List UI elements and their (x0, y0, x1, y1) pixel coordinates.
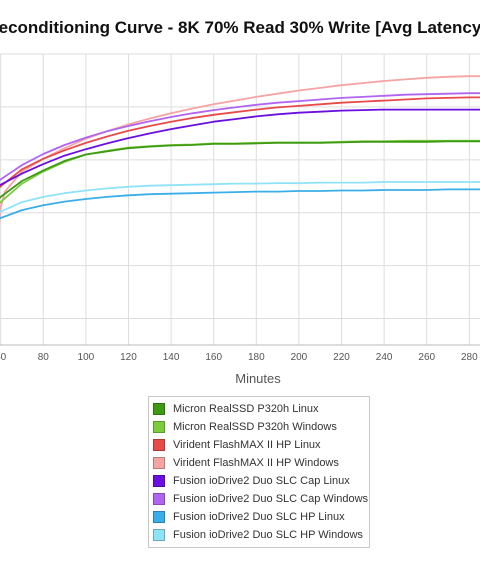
legend-swatch (153, 511, 165, 523)
legend-label: Fusion ioDrive2 Duo SLC HP Linux (173, 511, 345, 523)
legend-swatch (153, 493, 165, 505)
legend-swatch (153, 403, 165, 415)
legend-label: Micron RealSSD P320h Linux (173, 403, 319, 415)
series-line-1 (0, 140, 480, 199)
series-layer (0, 75, 480, 225)
x-tick-label: 260 (418, 352, 435, 363)
legend-item[interactable]: Fusion ioDrive2 Duo SLC Cap Windows (153, 490, 368, 508)
series-line-5 (0, 108, 480, 187)
x-tick-label: 240 (376, 352, 393, 363)
legend-label: Virident FlashMAX II HP Windows (173, 457, 339, 469)
x-tick-label: 280 (461, 352, 478, 363)
x-tick-label: 80 (38, 352, 50, 363)
legend: Micron RealSSD P320h Linux Micron RealSSD… (148, 396, 370, 548)
x-tick-label: 160 (205, 352, 222, 363)
legend-label: Fusion ioDrive2 Duo SLC Cap Windows (173, 493, 369, 505)
legend-swatch (153, 439, 165, 451)
x-tick-label: 120 (120, 352, 137, 363)
series-line-8 (0, 181, 480, 214)
legend-swatch (153, 421, 165, 433)
series-line-4 (0, 75, 480, 225)
legend-item[interactable]: Fusion ioDrive2 Duo SLC HP Windows (153, 526, 363, 544)
grid-layer (0, 53, 480, 346)
legend-label: Virident FlashMAX II HP Linux (173, 439, 321, 451)
x-axis-label: Minutes (235, 371, 281, 386)
legend-item[interactable]: Micron RealSSD P320h Linux (153, 400, 319, 418)
x-tick-label: 140 (163, 352, 180, 363)
legend-swatch (153, 529, 165, 541)
series-line-6 (0, 92, 480, 181)
legend-item[interactable]: Fusion ioDrive2 Duo SLC Cap Linux (153, 472, 350, 490)
legend-item[interactable]: Micron RealSSD P320h Windows (153, 418, 337, 436)
x-tick-label: 60 (0, 352, 7, 363)
series-line-7 (0, 188, 480, 220)
x-tick-label: 180 (248, 352, 265, 363)
legend-item[interactable]: Virident FlashMAX II HP Windows (153, 454, 339, 472)
x-tick-label: 200 (291, 352, 308, 363)
legend-label: Fusion ioDrive2 Duo SLC Cap Linux (173, 475, 350, 487)
tick-layer: 60 80 100 120 140 160 180 200 220 240 260 280 (0, 352, 478, 363)
legend-item[interactable]: Virident FlashMAX II HP Linux (153, 436, 321, 454)
legend-label: Fusion ioDrive2 Duo SLC HP Windows (173, 529, 363, 541)
legend-label: Micron RealSSD P320h Windows (173, 421, 337, 433)
line-chart: 60 80 100 120 140 160 180 200 220 240 260 280 Minut… (0, 53, 480, 386)
x-tick-label: 100 (78, 352, 95, 363)
legend-swatch (153, 475, 165, 487)
chart-title: reconditioning Curve - 8K 70% Read 30% W… (0, 18, 480, 37)
series-line-3 (0, 96, 480, 189)
legend-swatch (153, 457, 165, 469)
series-line-2 (0, 139, 480, 205)
x-tick-label: 220 (333, 352, 350, 363)
legend-item[interactable]: Fusion ioDrive2 Duo SLC HP Linux (153, 508, 345, 526)
